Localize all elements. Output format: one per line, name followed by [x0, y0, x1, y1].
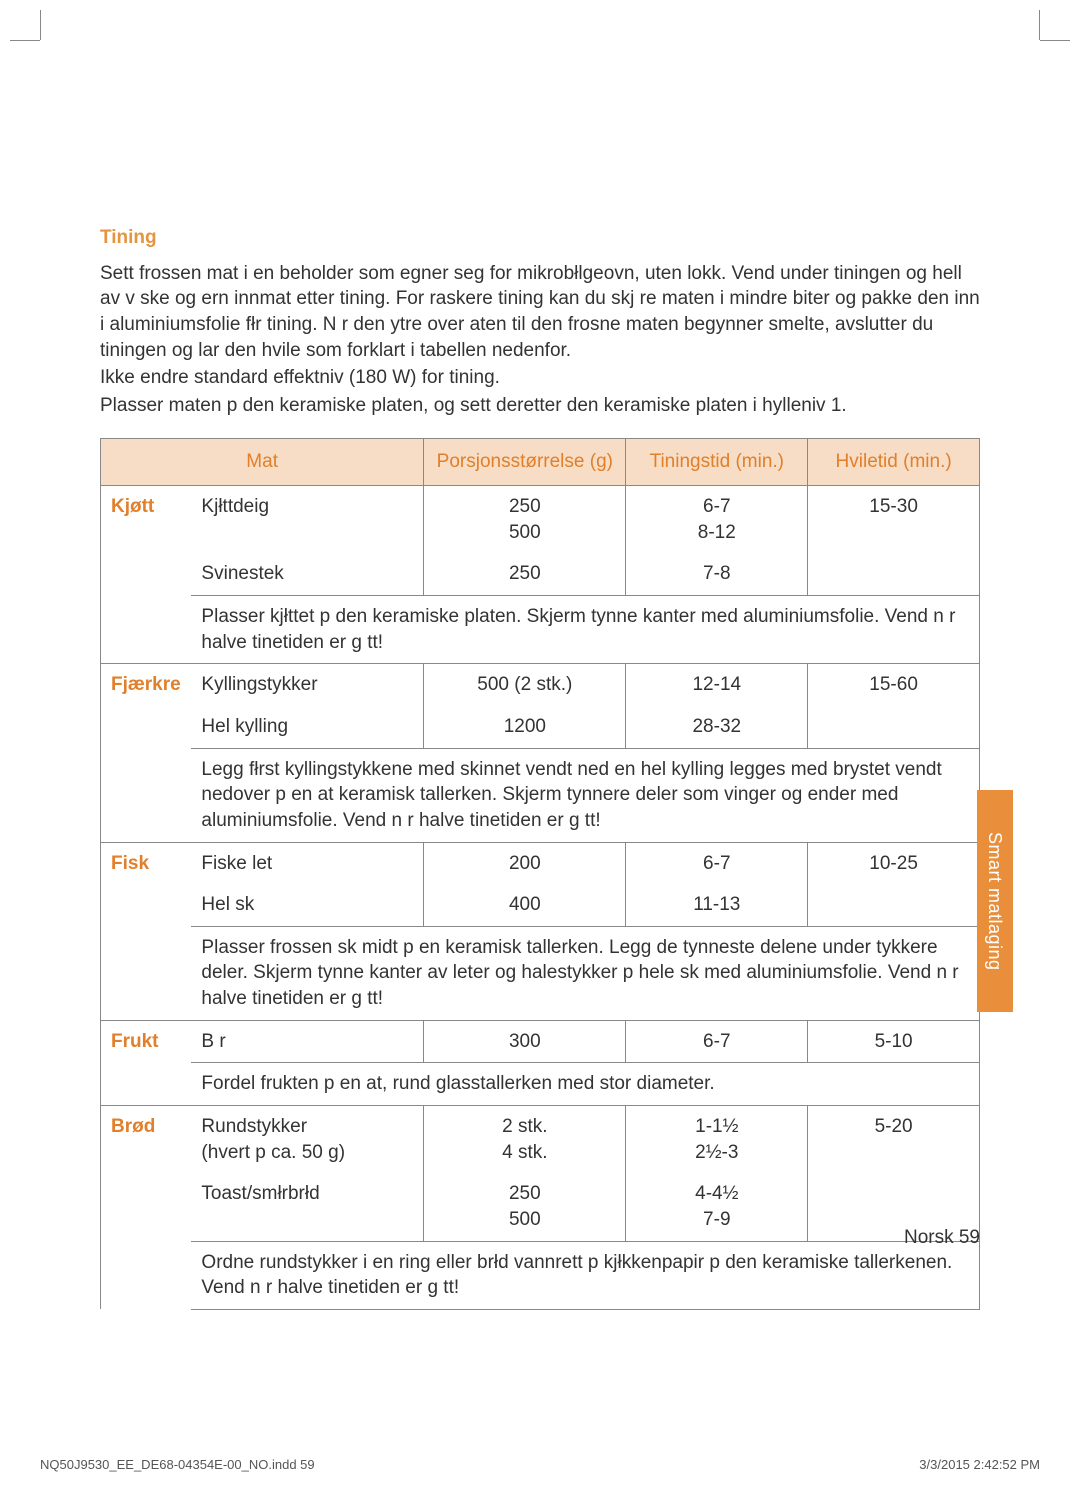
item-helkylling: Hel kylling	[191, 706, 423, 748]
cell-portion: 250 500	[424, 1173, 626, 1241]
table-header-row: Mat Porsjonsstørrelse (g) Tiningstid (mi…	[101, 439, 980, 486]
item-helfisk: Hel sk	[191, 884, 423, 926]
table-row: Brød Rundstykker (hvert p ca. 50 g) 2 st…	[101, 1106, 980, 1174]
header-time: Tiningstid (min.)	[626, 439, 808, 486]
cell-rest: 5-10	[808, 1020, 980, 1063]
table-row: Fordel frukten p en at, rund glasstaller…	[101, 1063, 980, 1106]
table-row: Legg fłrst kyllingstykkene med skinnet v…	[101, 748, 980, 842]
power-note: Ikke endre standard effektniv (180 W) fo…	[100, 365, 980, 391]
item-toast: Toast/smłrbrłd	[191, 1173, 423, 1241]
cell-time: 1-1½ 2½-3	[626, 1106, 808, 1174]
category-fisk: Fisk	[101, 842, 192, 1020]
note-frukt: Fordel frukten p en at, rund glasstaller…	[191, 1063, 979, 1106]
cell-portion: 400	[424, 884, 626, 926]
defrost-table: Mat Porsjonsstørrelse (g) Tiningstid (mi…	[100, 438, 980, 1309]
category-kjott: Kjøtt	[101, 486, 192, 664]
cell-portion: 300	[424, 1020, 626, 1063]
cell-portion: 250	[424, 553, 626, 595]
page-number: Norsk 59	[904, 1225, 980, 1251]
table-row: Kjøtt Kjłttdeig 250 500 6-7 8-12 15-30	[101, 486, 980, 554]
header-portion: Porsjonsstørrelse (g)	[424, 439, 626, 486]
placement-note: Plasser maten p den keramiske platen, og…	[100, 393, 980, 419]
cell-time: 6-7	[626, 1020, 808, 1063]
item-rundstykker: Rundstykker (hvert p ca. 50 g)	[191, 1106, 423, 1174]
cell-portion: 2 stk. 4 stk.	[424, 1106, 626, 1174]
print-timestamp: 3/3/2015 2:42:52 PM	[919, 1456, 1040, 1474]
cell-rest: 15-30	[808, 486, 980, 596]
page-content: Tining Sett frossen mat i en beholder so…	[0, 0, 1080, 1310]
note-fjaerkre: Legg fłrst kyllingstykkene med skinnet v…	[191, 748, 979, 842]
print-file: NQ50J9530_EE_DE68-04354E-00_NO.indd 59	[40, 1456, 315, 1474]
cell-portion: 200	[424, 842, 626, 884]
table-row: Plasser frossen sk midt p en keramisk ta…	[101, 926, 980, 1020]
cell-time: 12-14	[626, 664, 808, 706]
note-fisk: Plasser frossen sk midt p en keramisk ta…	[191, 926, 979, 1020]
table-row: Ordne rundstykker i en ring eller brłd v…	[101, 1241, 980, 1309]
category-frukt: Frukt	[101, 1020, 192, 1105]
side-tab: Smart matlaging	[977, 790, 1013, 1012]
category-brod: Brød	[101, 1106, 192, 1310]
item-kjottdeig: Kjłttdeig	[191, 486, 423, 554]
section-title: Tining	[100, 225, 980, 251]
table-row: Fisk Fiske let 200 6-7 10-25	[101, 842, 980, 884]
item-kyllingstykker: Kyllingstykker	[191, 664, 423, 706]
cell-portion: 1200	[424, 706, 626, 748]
cell-time: 11-13	[626, 884, 808, 926]
cell-rest: 5-20	[808, 1106, 980, 1242]
cell-time: 28-32	[626, 706, 808, 748]
cell-time: 6-7 8-12	[626, 486, 808, 554]
header-rest: Hviletid (min.)	[808, 439, 980, 486]
cell-rest: 10-25	[808, 842, 980, 926]
item-fiskefilet: Fiske let	[191, 842, 423, 884]
cell-rest: 15-60	[808, 664, 980, 748]
cell-portion: 500 (2 stk.)	[424, 664, 626, 706]
intro-paragraph: Sett frossen mat i en beholder som egner…	[100, 261, 980, 364]
cell-time: 7-8	[626, 553, 808, 595]
header-mat: Mat	[101, 439, 424, 486]
category-fjaerkre: Fjærkre	[101, 664, 192, 842]
note-kjott: Plasser kjłttet p den keramiske platen. …	[191, 596, 979, 664]
item-baer: B r	[191, 1020, 423, 1063]
table-row: Frukt B r 300 6-7 5-10	[101, 1020, 980, 1063]
table-row: Plasser kjłttet p den keramiske platen. …	[101, 596, 980, 664]
table-row: Fjærkre Kyllingstykker 500 (2 stk.) 12-1…	[101, 664, 980, 706]
item-svinestek: Svinestek	[191, 553, 423, 595]
cell-time: 6-7	[626, 842, 808, 884]
intro-text: Sett frossen mat i en beholder som egner…	[100, 261, 980, 364]
note-brod: Ordne rundstykker i en ring eller brłd v…	[191, 1241, 979, 1309]
cell-time: 4-4½ 7-9	[626, 1173, 808, 1241]
cell-portion: 250 500	[424, 486, 626, 554]
